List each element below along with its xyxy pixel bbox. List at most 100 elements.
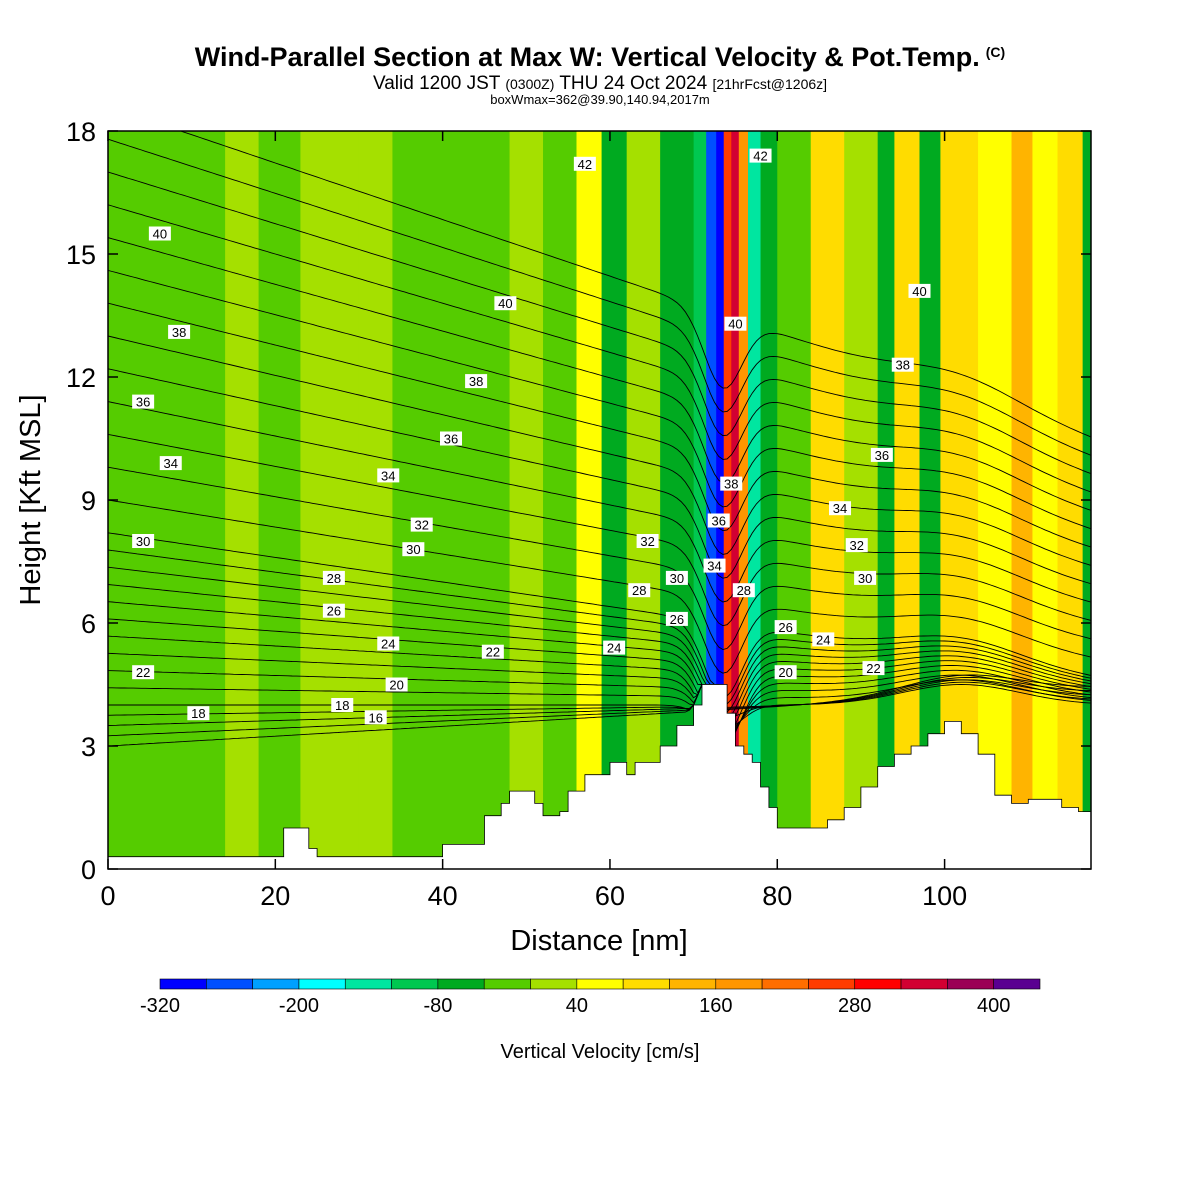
theta-contour-39	[108, 237, 1091, 511]
theta-label-text: 30	[858, 571, 872, 586]
theta-contour-30	[108, 532, 1091, 698]
x-tick-label: 40	[428, 881, 458, 911]
theta-label-bg	[465, 374, 488, 389]
colorbar-swatch-3	[298, 978, 346, 990]
w-column-22	[844, 131, 879, 869]
theta-label: 32	[636, 534, 659, 549]
colorbar-swatch-17	[947, 978, 994, 990]
w-column-21	[810, 131, 845, 869]
colorbar-swatch-5	[391, 978, 439, 990]
chart-subtitle: Valid 1200 JST (0300Z) THU 24 Oct 2024 […	[0, 73, 1200, 95]
theta-contour-26	[108, 601, 1091, 725]
theta-label: 42	[573, 156, 596, 172]
colorbar-swatch-1	[206, 978, 253, 990]
theta-label: 40	[148, 226, 171, 242]
theta-label: 24	[603, 640, 626, 656]
theta-label-text: 38	[172, 325, 186, 340]
theta-contour-38	[108, 269, 1091, 530]
subtitle-forecast: [21hrFcst@1206z]	[712, 76, 828, 92]
terrain	[108, 684, 1091, 869]
theta-label-text: 30	[406, 542, 420, 557]
theta-label: 22	[862, 661, 885, 676]
colorbar-swatch-0	[159, 978, 207, 990]
theta-label-bg	[862, 661, 885, 676]
w-column-1	[225, 131, 260, 869]
colorbar-tick-label: -200	[279, 995, 319, 1017]
theta-label: 24	[812, 632, 835, 647]
subtitle-valid: Valid 1200 JST	[372, 73, 501, 94]
theta-contour-21	[108, 679, 1091, 731]
theta-label-text: 36	[444, 432, 458, 447]
theta-label-text: 40	[498, 296, 512, 311]
w-column-23	[877, 131, 895, 869]
theta-label-bg	[159, 456, 182, 471]
copyright-mark: (C)	[985, 44, 1006, 60]
colorbar-tick-label: 40	[566, 995, 588, 1017]
theta-label: 30	[665, 570, 688, 586]
theta-label-text: 18	[335, 698, 349, 713]
theta-contour-41	[108, 171, 1091, 475]
theta-label-bg	[720, 476, 743, 491]
theta-contour-labels: 40 38 36 34 30 22 18 28 26 24 18 16 20 22 34 32 30 36 38 40…	[132, 148, 931, 725]
theta-label-bg	[385, 677, 408, 692]
theta-label-text: 34	[833, 501, 847, 516]
w-column-7	[543, 131, 578, 869]
w-column-30	[1057, 131, 1084, 869]
colorbar-swatch-10	[622, 978, 670, 990]
theta-label-bg	[703, 558, 726, 573]
theta-label-text: 36	[136, 395, 150, 410]
theta-label: 36	[132, 394, 155, 410]
w-column-4	[358, 131, 394, 869]
theta-label: 26	[774, 620, 797, 635]
y-tick-label: 15	[66, 240, 96, 270]
theta-label: 38	[891, 357, 914, 373]
theta-label-bg	[628, 583, 651, 598]
theta-label-bg	[845, 538, 868, 553]
theta-label-text: 38	[469, 374, 483, 389]
colorbar-tick-label: 400	[977, 995, 1010, 1017]
colorbar-swatch-16	[900, 978, 948, 990]
colorbar-swatch-2	[252, 978, 300, 990]
theta-label-bg	[732, 583, 755, 598]
theta-label-bg	[665, 570, 688, 585]
theta-label: 22	[132, 665, 155, 680]
theta-label-text: 30	[136, 534, 150, 549]
theta-contour-43	[179, 131, 1091, 438]
theta-label: 38	[168, 324, 191, 340]
theta-label-bg	[854, 570, 877, 585]
theta-contour-34	[108, 401, 1091, 603]
theta-label: 40	[908, 283, 931, 299]
theta-label-text: 40	[153, 227, 167, 242]
w-column-8	[576, 131, 603, 869]
colorbar-tick-label: 160	[699, 995, 732, 1017]
theta-label-text: 22	[486, 645, 500, 660]
theta-label-bg	[402, 542, 425, 557]
theta-label: 18	[331, 698, 354, 713]
theta-label-bg	[364, 710, 387, 725]
theta-label: 38	[465, 374, 488, 389]
theta-label: 22	[481, 644, 504, 660]
theta-contour-27	[108, 584, 1091, 717]
theta-label: 26	[322, 603, 345, 619]
theta-contour-40	[108, 204, 1091, 493]
theta-label-bg	[829, 501, 852, 516]
colorbar-swatch-12	[715, 978, 763, 990]
chart-title: Wind-Parallel Section at Max W: Vertical…	[0, 42, 1200, 73]
theta-label: 28	[322, 570, 345, 586]
theta-label: 32	[410, 517, 433, 533]
theta-label-text: 24	[381, 637, 395, 652]
theta-contour-19	[108, 681, 1091, 718]
chart-subtitle-box: boxWmax=362@39.90,140.94,2017m	[490, 92, 710, 107]
theta-label-text: 32	[414, 518, 428, 533]
theta-label: 24	[377, 636, 400, 652]
chart-title-text: Wind-Parallel Section at Max W: Vertical…	[194, 42, 980, 72]
theta-label-bg	[322, 603, 345, 618]
theta-label-bg	[891, 357, 914, 372]
theta-contour-16	[108, 674, 1091, 747]
theta-label-bg	[870, 447, 893, 462]
theta-contour-24	[108, 635, 1091, 733]
theta-label-bg	[908, 283, 931, 298]
theta-label-bg	[774, 620, 797, 635]
